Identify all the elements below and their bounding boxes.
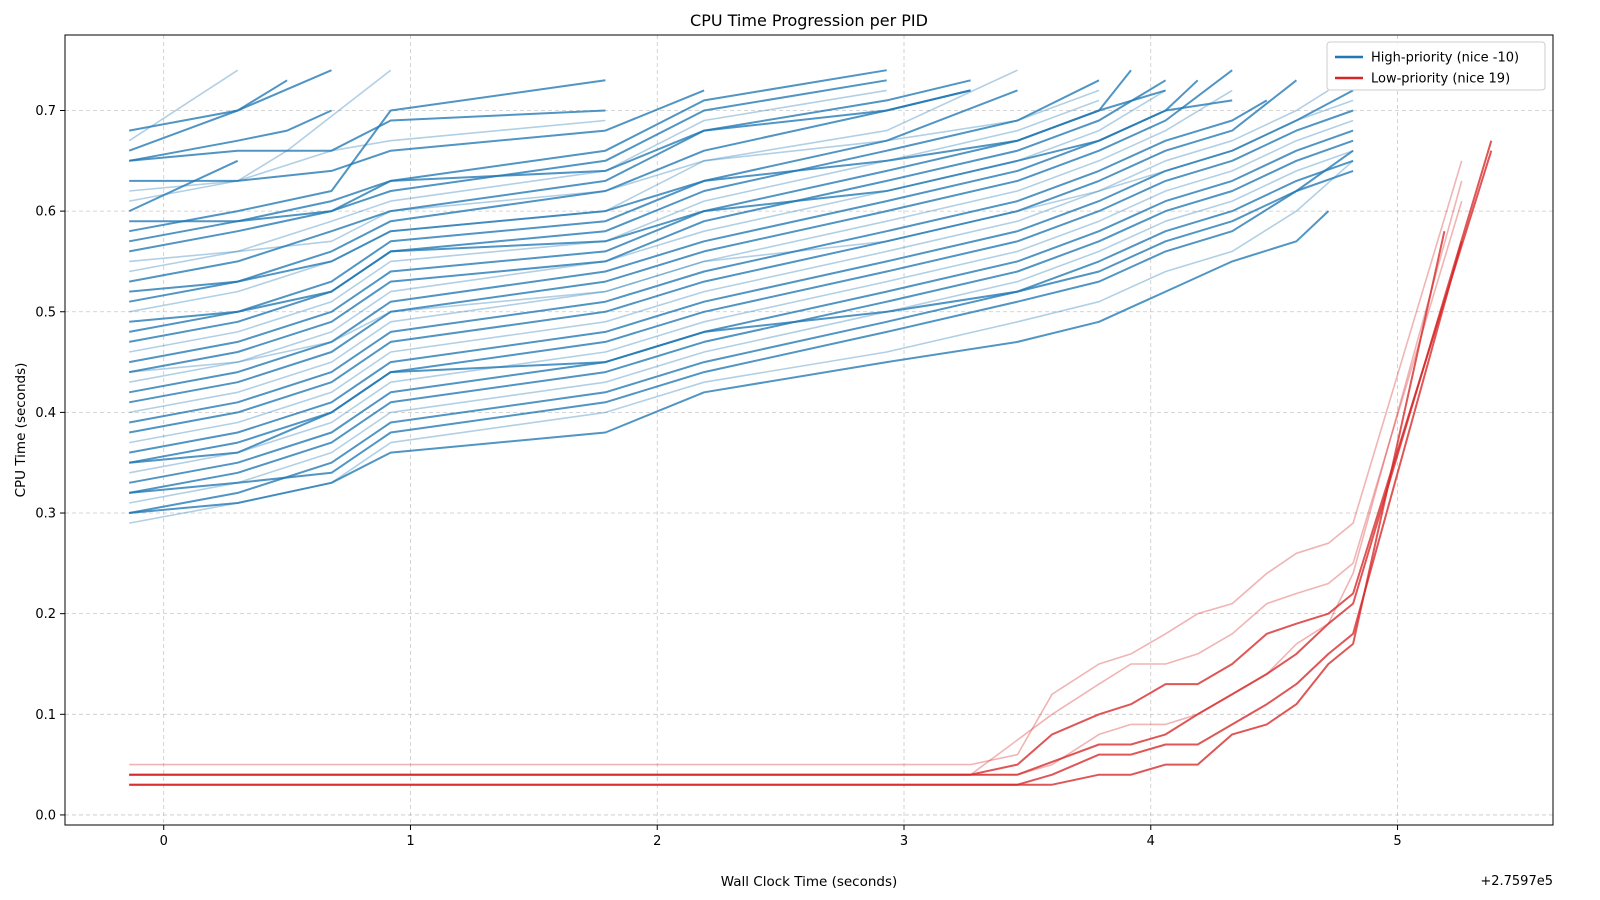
legend-box [1326, 41, 1546, 91]
high-priority-series-line [129, 149, 1354, 464]
grid-layer [65, 35, 1553, 825]
high-priority-series-line [129, 99, 1268, 424]
plot-frame [64, 34, 1554, 826]
high-priority-series-line [129, 89, 1233, 414]
chart-title: CPU Time Progression per PID [690, 11, 928, 30]
high-priority-series-line [129, 79, 887, 253]
legend-label-high-priority: High-priority (nice -10) [1371, 51, 1519, 66]
y-tick-label: 0.6 [35, 205, 56, 220]
high-priority-series-line [129, 79, 971, 283]
low-priority-series-line [129, 241, 1463, 786]
high-priority-series-line [129, 69, 1233, 404]
low-priority-series-line [129, 150, 1493, 776]
low-priority-series-line [129, 230, 1446, 786]
y-tick-label: 0.5 [35, 305, 56, 320]
low-priority-series-line [129, 140, 1493, 776]
high-priority-series-line [129, 89, 1329, 444]
high-priority-series-line [129, 79, 1298, 434]
series-layer [128, 69, 1493, 786]
x-tick-label: 2 [653, 834, 661, 849]
y-axis-label: CPU Time (seconds) [13, 363, 29, 498]
high-priority-series-line [129, 99, 1233, 323]
high-priority-series-line [129, 119, 1354, 474]
x-tick-label: 0 [160, 834, 168, 849]
high-priority-series-line [129, 89, 971, 223]
high-priority-series-line [129, 139, 1354, 494]
high-priority-series-line [129, 109, 332, 162]
x-axis-offset-label: +2.7597e5 [1480, 874, 1553, 889]
high-priority-series-line [128, 69, 239, 142]
low-priority-series-line [129, 200, 1463, 776]
high-priority-series-line [129, 169, 1354, 494]
x-tick-label: 1 [406, 834, 414, 849]
low-priority-series-line [129, 160, 1463, 766]
x-tick-label: 4 [1147, 834, 1155, 849]
high-priority-series-line [129, 99, 1354, 373]
high-priority-series-line [129, 109, 606, 162]
high-priority-series-line [129, 89, 887, 273]
y-tick-label: 0.0 [35, 808, 56, 823]
tick-layer: 0 1 2 3 4 5 0.0 0.1 0.2 0.3 0.4 0.5 0.6 0.7 [35, 104, 1401, 849]
high-priority-series-line [129, 89, 1100, 263]
y-tick-label: 0.4 [35, 406, 56, 421]
high-priority-series-line [129, 89, 705, 182]
high-priority-series-line [129, 210, 1330, 514]
high-priority-series-line [128, 159, 239, 213]
high-priority-series-line [129, 89, 1166, 293]
high-priority-series-line [129, 89, 1018, 333]
y-tick-label: 0.7 [35, 104, 56, 119]
legend: High-priority (nice -10) Low-priority (n… [1326, 41, 1546, 91]
high-priority-series-line [129, 89, 971, 303]
high-priority-series-line [129, 79, 1100, 343]
high-priority-series-line [129, 89, 1167, 383]
high-priority-series-line [128, 79, 288, 152]
x-tick-label: 3 [900, 834, 908, 849]
y-tick-label: 0.2 [35, 607, 56, 622]
x-axis-label: Wall Clock Time (seconds) [721, 874, 898, 890]
high-priority-series-line [129, 119, 606, 202]
high-priority-series-line [129, 129, 1354, 484]
high-priority-series-line [129, 79, 606, 233]
high-priority-series-line [129, 69, 392, 192]
low-priority-series-line [129, 180, 1463, 776]
high-priority-series-line [129, 159, 1354, 514]
high-priority-series-line [129, 79, 1167, 374]
legend-label-low-priority: Low-priority (nice 19) [1371, 72, 1510, 87]
y-tick-label: 0.3 [35, 507, 56, 522]
x-tick-label: 5 [1393, 834, 1401, 849]
high-priority-series-line [129, 89, 1354, 454]
y-tick-label: 0.1 [35, 708, 56, 723]
